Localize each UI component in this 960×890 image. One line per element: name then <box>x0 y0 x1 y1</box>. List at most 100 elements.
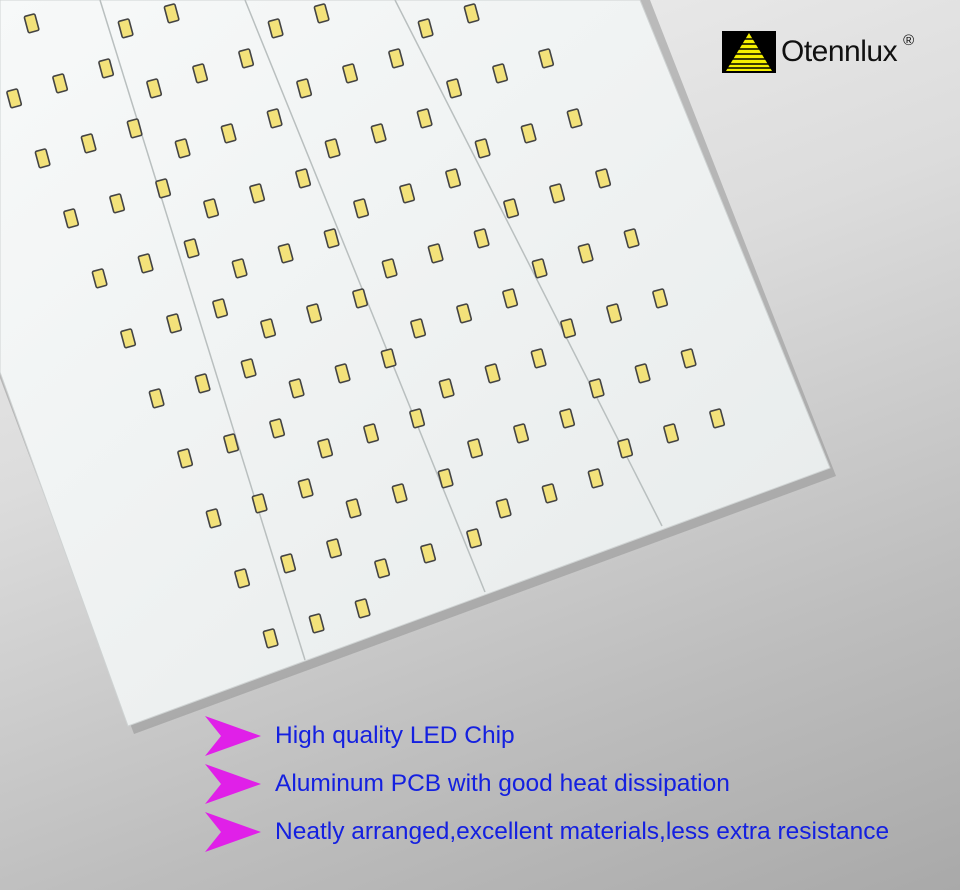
logo-pyramid-icon <box>722 31 776 73</box>
feature-text: Aluminum PCB with good heat dissipation <box>275 770 730 797</box>
led-chip <box>251 493 268 514</box>
feature-text: Neatly arranged,excellent materials,less… <box>275 818 890 845</box>
led-chip <box>317 438 334 459</box>
feature-list: High quality LED Chip Aluminum PCB with … <box>205 712 889 856</box>
led-chip <box>295 168 312 189</box>
led-chip <box>427 243 444 264</box>
led-chip <box>680 348 697 369</box>
led-chip <box>334 363 351 384</box>
led-chip <box>34 148 51 169</box>
led-chip <box>709 408 726 429</box>
led-chip <box>220 123 237 144</box>
led-chip <box>6 88 23 109</box>
led-chip <box>174 138 191 159</box>
led-chip <box>342 63 359 84</box>
led-chip <box>463 3 480 24</box>
led-chip <box>623 228 640 249</box>
led-chip <box>353 198 370 219</box>
led-chip <box>323 228 340 249</box>
led-chip <box>438 378 455 399</box>
led-chip <box>352 288 369 309</box>
led-chip <box>80 133 97 154</box>
led-chip <box>240 358 257 379</box>
led-chips <box>6 3 726 649</box>
led-chip <box>416 108 433 129</box>
brand-name: Otennlux <box>781 35 898 68</box>
led-chip <box>205 508 222 529</box>
led-chip <box>212 298 229 319</box>
led-chip <box>117 18 134 39</box>
led-chip <box>484 363 501 384</box>
led-chip <box>203 198 220 219</box>
led-chip <box>146 78 163 99</box>
led-chip <box>91 268 108 289</box>
led-chip <box>374 558 391 579</box>
led-chip <box>177 448 194 469</box>
led-chip <box>354 598 371 619</box>
led-chip <box>445 168 462 189</box>
led-chip <box>288 378 305 399</box>
led-chip <box>437 468 454 489</box>
led-chip <box>577 243 594 264</box>
led-chip <box>63 208 80 229</box>
led-chip <box>587 468 604 489</box>
magenta-arrow-icon <box>205 812 261 852</box>
led-chip <box>297 478 314 499</box>
led-chip <box>308 613 325 634</box>
led-chip <box>306 303 323 324</box>
led-chip <box>363 423 380 444</box>
led-chip <box>249 183 266 204</box>
led-chip <box>559 408 576 429</box>
led-chip <box>192 63 209 84</box>
led-chip <box>495 498 512 519</box>
led-chip <box>456 303 473 324</box>
led-chip <box>267 18 284 39</box>
led-chip <box>266 108 283 129</box>
led-chip <box>538 48 555 69</box>
led-chip <box>541 483 558 504</box>
led-chip <box>560 318 577 339</box>
feature-text: High quality LED Chip <box>275 722 515 749</box>
led-chip <box>223 433 240 454</box>
led-chip <box>492 63 509 84</box>
led-chip <box>420 543 437 564</box>
led-chip <box>313 3 330 24</box>
led-chip <box>473 228 490 249</box>
led-chip <box>530 348 547 369</box>
led-chip <box>194 373 211 394</box>
led-chip <box>652 288 669 309</box>
led-chip <box>520 123 537 144</box>
led-chip <box>634 363 651 384</box>
led-chip <box>231 258 248 279</box>
led-chip <box>148 388 165 409</box>
led-chip <box>417 18 434 39</box>
led-chip <box>467 438 484 459</box>
led-chip <box>324 138 341 159</box>
led-chip <box>595 168 612 189</box>
led-chip <box>126 118 143 139</box>
led-chip <box>588 378 605 399</box>
led-chip <box>502 288 519 309</box>
led-chip <box>262 628 279 649</box>
led-chip <box>345 498 362 519</box>
led-chip <box>277 243 294 264</box>
magenta-arrow-icon <box>205 716 261 756</box>
led-chip <box>163 3 180 24</box>
led-chip <box>238 48 255 69</box>
led-chip <box>474 138 491 159</box>
led-chip <box>155 178 172 199</box>
led-chip <box>260 318 277 339</box>
led-chip <box>549 183 566 204</box>
led-chip <box>446 78 463 99</box>
aluminum-pcb-board <box>0 0 831 727</box>
led-chip <box>566 108 583 129</box>
led-chip <box>166 313 183 334</box>
led-chip <box>663 423 680 444</box>
led-chip <box>296 78 313 99</box>
led-chip <box>280 553 297 574</box>
strip-seam <box>99 0 306 661</box>
led-chip <box>23 13 40 34</box>
feature-item: High quality LED Chip <box>205 712 889 760</box>
led-chip <box>503 198 520 219</box>
